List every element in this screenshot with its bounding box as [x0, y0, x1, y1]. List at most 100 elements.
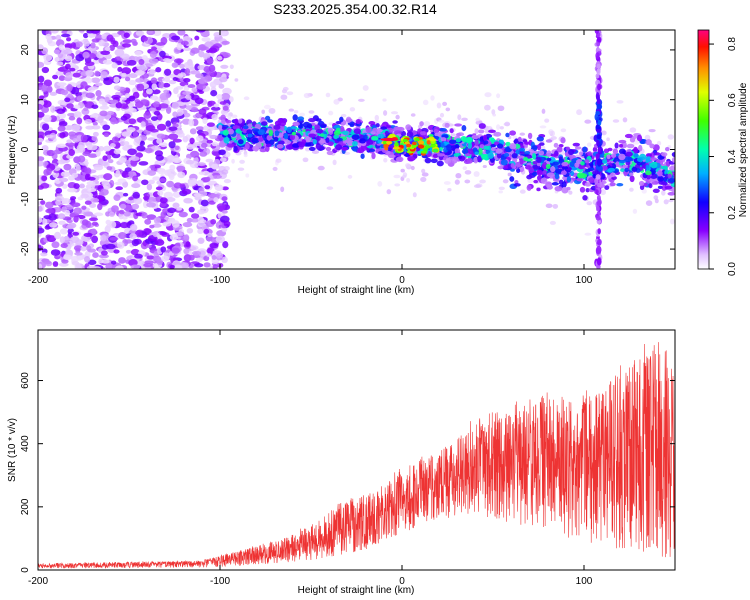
spectrogram-cell [213, 103, 220, 108]
spectrogram-cell [231, 158, 235, 164]
spectrogram-cell [135, 69, 145, 76]
spectrogram-cell [163, 191, 174, 199]
spectrogram-cell [596, 36, 602, 43]
spectrogram-cell [51, 241, 60, 249]
spectrogram-cell [351, 134, 360, 140]
spectrogram-cell [546, 184, 551, 188]
spectrogram-cell [432, 148, 439, 153]
spectrogram-cell [509, 176, 515, 182]
spectrogram-cell [92, 252, 99, 259]
spectrogram-cell [169, 264, 175, 269]
spectrogram-cell [198, 50, 205, 58]
spectrogram-cell [442, 101, 448, 107]
spectrogram-cell [289, 134, 296, 141]
spectrogram-cell [216, 203, 226, 211]
spectrogram-cell [117, 241, 125, 249]
spectrogram-cell [532, 160, 539, 165]
spectrogram-y-ticks: -20 -10 0 10 20 [20, 44, 675, 256]
spectrogram-cell [148, 107, 156, 112]
spectrogram-cell [177, 231, 184, 237]
spectrogram-cell [64, 209, 70, 216]
spectrogram-cell [266, 134, 273, 141]
spectrogram-cell [41, 66, 50, 74]
spectrogram-cell [41, 84, 48, 92]
spectrogram-cell [147, 170, 157, 176]
spectrogram-cell [101, 33, 107, 40]
spectrogram-cell [109, 117, 118, 125]
spectrogram-cell [568, 154, 576, 160]
spectrogram-cell [663, 199, 669, 205]
spectrogram-cell [424, 157, 432, 164]
spectrogram-cell [163, 58, 171, 63]
spectrogram-cell [317, 165, 325, 171]
spectrogram-cell [144, 147, 153, 154]
spectrogram-cell [179, 63, 185, 69]
spectrogram-cell [405, 124, 412, 131]
spectrogram-cell [65, 63, 71, 70]
spectrogram-cell [545, 163, 551, 170]
spectrogram-cell [100, 250, 108, 256]
spectrogram-cell [59, 228, 68, 235]
spectrogram-cell [269, 139, 275, 146]
spectrogram-cell [661, 152, 668, 157]
spectrogram-cell [597, 165, 603, 172]
spectrogram-cell [596, 194, 601, 202]
snr-x-axis-label: Height of straight line (km) [298, 585, 415, 596]
colorbar-tick-label: 0.0 [727, 262, 738, 276]
spectrogram-cell [132, 175, 139, 182]
spectrogram-cell [462, 166, 467, 170]
spectrogram-cell [127, 148, 137, 156]
snr-x-ticks: -200 -100 0 100 [28, 330, 593, 587]
spectrogram-cell [595, 110, 601, 116]
spectrogram-cell [109, 143, 116, 148]
spectrogram-cell [328, 110, 334, 116]
spectrogram-cell [141, 55, 148, 61]
spectrogram-cell [50, 249, 61, 256]
spectrogram-cell [181, 188, 192, 195]
spectrogram-cell [243, 153, 248, 158]
spectrogram-cell [484, 92, 492, 98]
spectrogram-cell [500, 159, 508, 166]
spectrogram-cell [465, 136, 473, 144]
spectrogram-cell [194, 263, 204, 268]
spectrogram-cell [616, 182, 624, 187]
spectrogram-cell [221, 119, 226, 125]
spectrogram-cell [208, 64, 216, 73]
spectrogram-cell [102, 155, 108, 162]
spectrogram-cell [68, 131, 77, 137]
spectrogram-cell [168, 79, 177, 85]
spectrogram-cell [257, 129, 266, 135]
spectrogram-cell [132, 130, 139, 138]
spectrogram-cell [326, 150, 334, 156]
spectrogram-cell [115, 186, 123, 191]
spectrogram-cell [512, 135, 518, 140]
spectrogram-cell [412, 141, 417, 146]
spectrogram-cell [474, 139, 479, 147]
spectrogram-cell [91, 221, 99, 226]
spectrogram-cell [128, 170, 134, 178]
spectrogram-cell [374, 114, 380, 121]
spectrogram-cell [272, 166, 278, 171]
spectrogram-cell [172, 138, 182, 143]
spectrogram-cell [513, 183, 521, 187]
spectrogram-cell [436, 102, 442, 109]
spectrogram-cell [533, 179, 539, 184]
spectrogram-cell [286, 126, 292, 133]
spectrogram-cell [80, 193, 89, 199]
spectrogram-cell [556, 146, 563, 153]
spectrogram-cell [636, 157, 643, 162]
spectrogram-cell [477, 155, 482, 163]
spectrogram-cell [108, 211, 115, 217]
spectrogram-cell [401, 130, 406, 137]
spectrogram-cell [222, 240, 229, 249]
spectrogram-cell [76, 144, 85, 152]
spectrogram-cell [196, 83, 207, 90]
spectrogram-cell [510, 168, 515, 172]
spectrogram-cell [90, 77, 101, 84]
spectrogram-cell [149, 69, 156, 75]
spectrogram-cell [645, 156, 652, 163]
spectrogram-cell [219, 157, 227, 162]
spectrogram-cell [292, 121, 300, 127]
spectrogram-cell [505, 132, 510, 138]
spectrogram-cell [291, 131, 297, 136]
